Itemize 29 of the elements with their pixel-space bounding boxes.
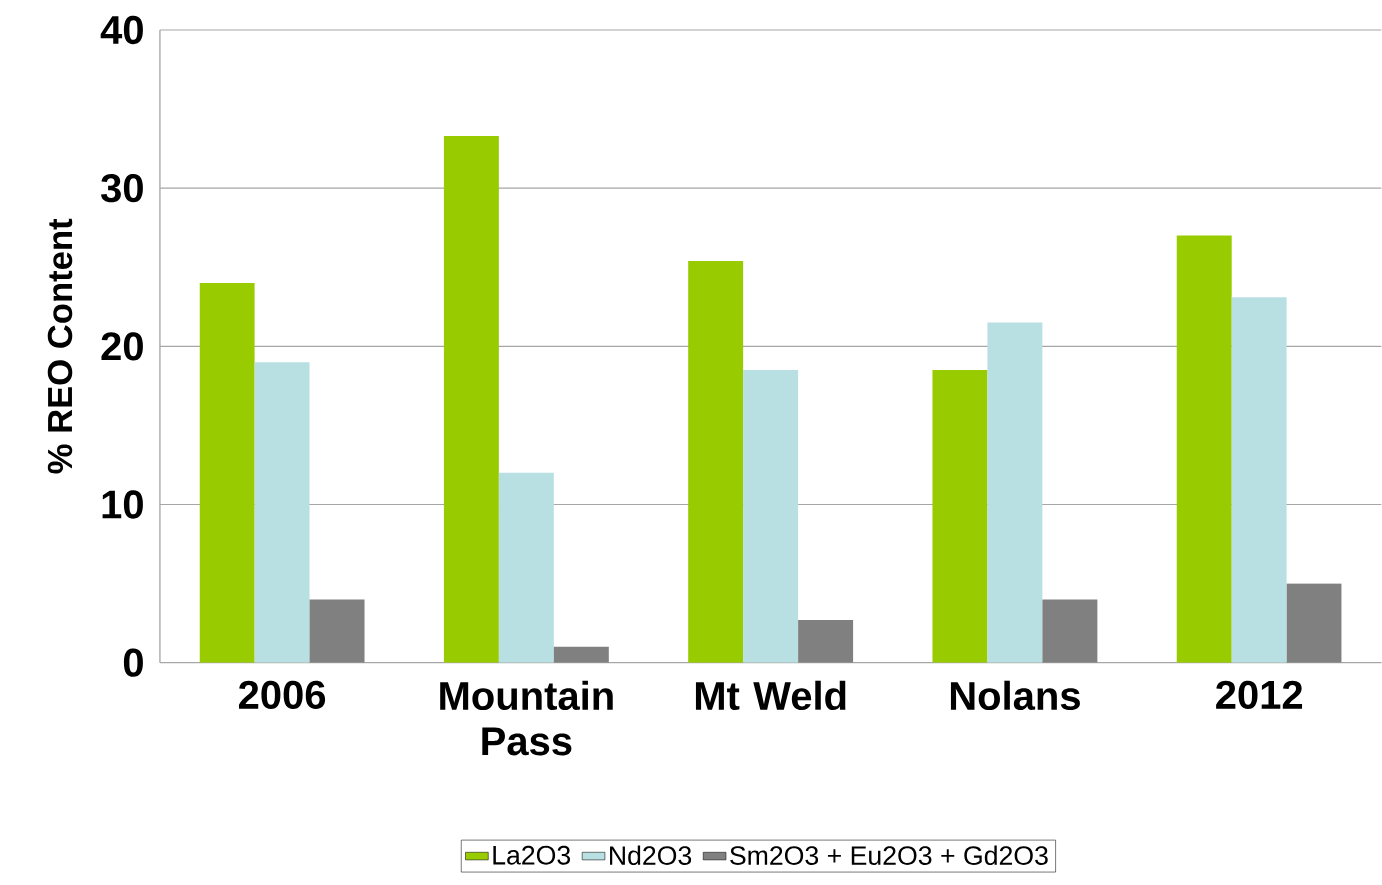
y-tick-label: 40 <box>100 16 143 45</box>
bar <box>553 647 609 663</box>
legend-label: Sm2O3 + Eu2O3 + Gd2O3 <box>730 845 1048 866</box>
bar <box>1286 583 1342 663</box>
y-tick-label: 10 <box>102 490 143 519</box>
legend-label: La2O3 <box>493 846 571 865</box>
y-axis-title: % REO Content <box>47 218 73 474</box>
x-tick-label: Mountain Pass <box>440 680 613 756</box>
bar <box>498 473 554 663</box>
bar <box>688 261 744 663</box>
bar <box>443 136 499 663</box>
x-tick-label: 2012 <box>1216 680 1303 710</box>
bar <box>309 599 365 663</box>
bar <box>1176 235 1232 663</box>
bar <box>199 283 255 663</box>
x-tick-label: Mt Weld <box>695 680 846 711</box>
bar <box>1231 297 1287 663</box>
y-tick-label: 30 <box>101 174 143 203</box>
bar <box>1042 599 1098 663</box>
bar <box>743 370 799 663</box>
x-tick-label: Nolans <box>950 680 1080 711</box>
bar <box>932 370 988 663</box>
bar <box>798 620 854 663</box>
bar <box>987 322 1043 663</box>
y-tick-label: 0 <box>123 648 143 678</box>
x-tick-label: 2006 <box>238 680 326 710</box>
y-tick-label: 20 <box>101 332 143 361</box>
bar <box>254 362 310 663</box>
legend-label: Nd2O3 <box>610 845 692 866</box>
